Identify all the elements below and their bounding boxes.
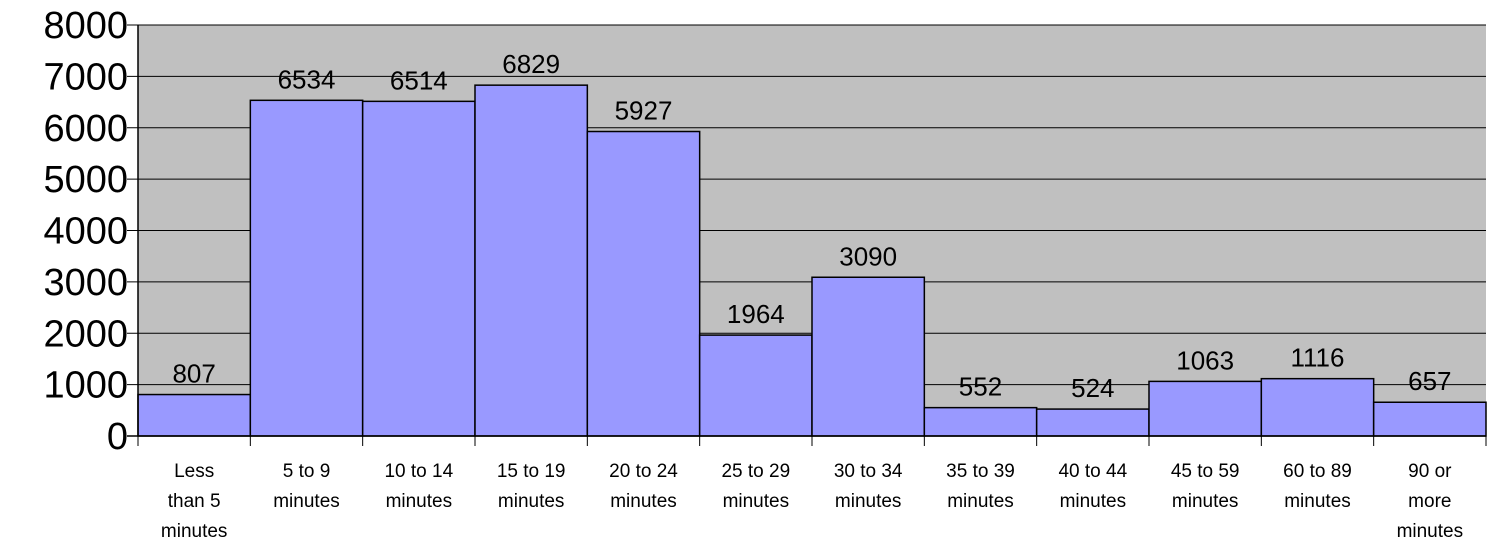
data-label: 1063 xyxy=(1176,345,1234,375)
x-category-label-line: minutes xyxy=(1060,491,1127,512)
x-category-label-line: 25 to 29 xyxy=(721,461,790,482)
x-category-label: 90 or more minutes xyxy=(1397,461,1464,542)
x-category-label-line: minutes xyxy=(161,521,228,542)
x-category-label: Less than 5 minutes xyxy=(161,461,228,542)
x-category-label-line: 10 to 14 xyxy=(384,461,453,482)
x-category-label-line: minutes xyxy=(835,491,902,512)
x-category-label: 20 to 24 minutes xyxy=(609,461,678,512)
x-category-label-line: 60 to 89 xyxy=(1283,461,1352,482)
axes xyxy=(127,24,1487,446)
data-label: 1116 xyxy=(1291,343,1345,373)
y-tick-label: 1000 xyxy=(43,365,128,407)
x-category-label-line: minutes xyxy=(273,491,340,512)
y-tick-labels: 0 1000 2000 3000 4000 5000 6000 7000 8000 xyxy=(43,5,128,458)
x-category-labels: Less than 5 minutes 5 to 9 minutes 10 to 14 mi… xyxy=(161,461,1463,542)
x-category-label-line: minutes xyxy=(1397,521,1464,542)
x-category-label-line: 15 to 19 xyxy=(497,461,566,482)
x-category-label-line: minutes xyxy=(723,491,790,512)
bar xyxy=(923,406,1038,437)
x-category-label-line: 40 to 44 xyxy=(1058,461,1127,482)
x-category-label-line: minutes xyxy=(610,491,677,512)
bar xyxy=(1148,380,1263,437)
bar xyxy=(1372,401,1487,437)
data-label: 5927 xyxy=(615,96,673,126)
y-tick-label: 8000 xyxy=(43,5,128,47)
x-category-label: 60 to 89 minutes xyxy=(1283,461,1352,512)
data-label: 6829 xyxy=(502,49,560,79)
x-category-label: 15 to 19 minutes xyxy=(497,461,566,512)
x-category-label-line: Less xyxy=(174,461,214,482)
bar xyxy=(137,393,252,437)
x-category-label: 40 to 44 minutes xyxy=(1058,461,1127,512)
x-category-label-line: minutes xyxy=(947,491,1014,512)
bar xyxy=(361,100,476,437)
y-tick-label: 0 xyxy=(107,416,128,458)
x-category-label-line: 30 to 34 xyxy=(834,461,903,482)
x-category-label-line: minutes xyxy=(498,491,565,512)
x-category-label-line: 90 or xyxy=(1408,461,1452,482)
x-category-label-line: minutes xyxy=(1284,491,1351,512)
data-label: 657 xyxy=(1408,366,1451,396)
data-label: 6534 xyxy=(278,64,336,94)
data-label: 807 xyxy=(172,359,215,389)
x-category-label: 30 to 34 minutes xyxy=(834,461,903,512)
x-category-label: 5 to 9 minutes xyxy=(273,461,340,512)
bar xyxy=(698,334,813,437)
x-category-label-line: 5 to 9 xyxy=(283,461,331,482)
data-label: 1964 xyxy=(727,299,785,329)
y-tick-label: 2000 xyxy=(43,313,128,355)
x-category-label: 35 to 39 minutes xyxy=(946,461,1015,512)
y-tick-label: 4000 xyxy=(43,211,128,253)
data-label: 552 xyxy=(959,372,1002,402)
x-category-label: 45 to 59 minutes xyxy=(1171,461,1240,512)
y-tick-label: 7000 xyxy=(43,56,128,98)
y-tick-label: 5000 xyxy=(43,159,128,201)
data-label: 3090 xyxy=(839,241,897,271)
x-category-label-line: minutes xyxy=(1172,491,1239,512)
x-category-label: 10 to 14 minutes xyxy=(384,461,453,512)
data-labels: 807 6534 6514 6829 5927 1964 3090 552 524 1063 111… xyxy=(172,49,1451,403)
x-category-label-line: 45 to 59 xyxy=(1171,461,1240,482)
x-category-label-line: minutes xyxy=(386,491,453,512)
y-tick-label: 6000 xyxy=(43,108,128,150)
bar xyxy=(249,99,364,437)
bar xyxy=(1035,408,1150,437)
x-category-label-line: 20 to 24 xyxy=(609,461,678,482)
data-label: 6514 xyxy=(390,65,448,95)
x-category-label: 25 to 29 minutes xyxy=(721,461,790,512)
x-category-label-line: than 5 xyxy=(168,491,221,512)
data-label: 524 xyxy=(1071,373,1114,403)
x-category-label-line: more xyxy=(1408,491,1451,512)
y-tick-label: 3000 xyxy=(43,262,128,304)
x-category-label-line: 35 to 39 xyxy=(946,461,1015,482)
bar xyxy=(1260,377,1375,437)
bar xyxy=(474,84,589,437)
bar xyxy=(586,130,701,437)
bars xyxy=(137,84,1487,437)
bar xyxy=(811,276,926,437)
